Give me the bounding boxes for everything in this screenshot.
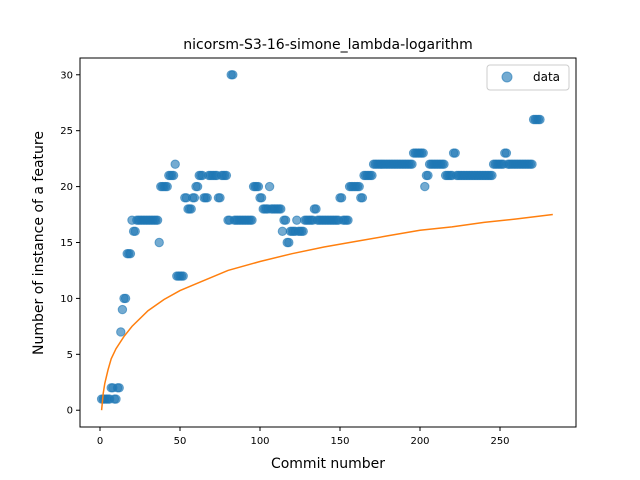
data-point (130, 226, 140, 237)
y-tick-label: 0 (67, 406, 73, 417)
data-point (202, 193, 212, 203)
data-point (418, 148, 428, 158)
data-point (117, 304, 128, 315)
data-point (535, 114, 545, 125)
data-point (168, 170, 179, 181)
data-point (450, 148, 460, 158)
data-point (501, 148, 512, 158)
data-point (264, 181, 275, 192)
data-point (178, 271, 188, 281)
legend-marker-data (501, 71, 513, 83)
data-point (192, 181, 203, 192)
legend: data (486, 64, 570, 91)
data-point (162, 181, 172, 192)
data-point (221, 170, 232, 181)
x-axis: 0 50 100 150 200 250 (97, 427, 510, 447)
data-point (439, 159, 449, 169)
data-point (354, 181, 364, 192)
fit-line (100, 213, 553, 411)
x-tick-label: 0 (97, 436, 103, 447)
x-tick-label: 100 (250, 436, 269, 447)
x-tick-label: 200 (410, 436, 429, 447)
y-tick-label: 10 (60, 294, 73, 305)
data-point (152, 215, 163, 225)
data-point (367, 170, 377, 181)
x-tick-label: 50 (174, 436, 187, 447)
data-point (298, 226, 308, 237)
data-point (527, 159, 537, 169)
y-tick-label: 30 (60, 70, 73, 81)
y-axis: 0 5 10 15 20 25 30 (60, 70, 80, 417)
data-point (276, 204, 286, 214)
y-tick-label: 20 (60, 182, 73, 193)
data-point (125, 248, 136, 259)
data-point (170, 159, 180, 169)
data-point (228, 70, 238, 80)
data-point (420, 181, 430, 192)
data-point (215, 193, 225, 203)
data-point (311, 204, 321, 214)
y-tick-label: 15 (60, 238, 73, 249)
y-axis-label: Number of instance of a feature (31, 131, 47, 355)
data-point (120, 293, 131, 304)
data-point (116, 327, 126, 337)
y-tick-label: 5 (67, 350, 73, 361)
data-point (280, 215, 291, 225)
data-point (343, 215, 353, 225)
data-point (154, 237, 164, 248)
plot-area (96, 70, 553, 411)
data-point (247, 215, 257, 225)
data-point (336, 193, 347, 203)
chart-title: nicorsm-S3-16-simone_lambda-logarithm (183, 37, 472, 53)
data-point (186, 204, 196, 214)
data-point (253, 181, 264, 192)
data-point (292, 215, 302, 225)
data-point (111, 394, 121, 404)
data-point (277, 226, 288, 237)
legend-label-data: data (533, 70, 560, 84)
x-tick-label: 150 (330, 436, 349, 447)
legend-frame (486, 64, 570, 91)
data-point (487, 170, 497, 181)
data-point (256, 193, 267, 203)
data-point (407, 159, 417, 169)
data-point (357, 193, 368, 203)
data-point (284, 237, 294, 248)
x-axis-label: Commit number (271, 456, 385, 472)
data-point (423, 170, 433, 181)
data-point (114, 383, 124, 393)
data-point (189, 193, 200, 203)
y-tick-label: 25 (60, 126, 73, 137)
x-tick-label: 250 (490, 436, 509, 447)
